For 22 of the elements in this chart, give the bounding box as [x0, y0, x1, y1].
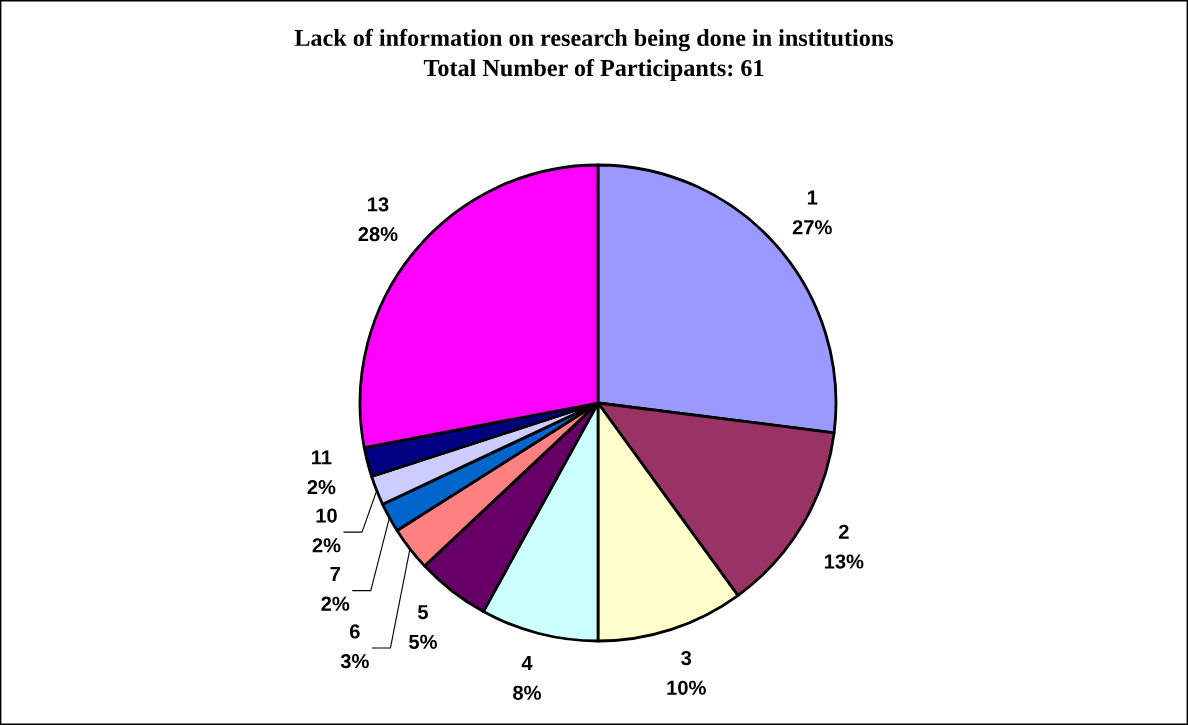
- slice-label: 2: [838, 524, 849, 539]
- data-label: 2%: [312, 538, 341, 553]
- slice-label: 6: [349, 624, 360, 639]
- data-label: 10%: [667, 680, 706, 695]
- data-label: 27%: [792, 220, 832, 235]
- slice-label: 13: [368, 197, 389, 212]
- slice-label: 5: [417, 605, 428, 620]
- data-label: 2%: [307, 480, 336, 495]
- data-label: 13%: [824, 554, 864, 569]
- chart-subtitle: Total Number of Participants: 61: [423, 58, 764, 82]
- data-label: 2%: [321, 596, 350, 611]
- slice-label: 10: [316, 508, 337, 523]
- data-label: 28%: [358, 226, 398, 242]
- chart-title: Lack of information on research being done in institutions: [294, 28, 894, 52]
- slice-label: 11: [312, 450, 332, 465]
- slice-label: 1: [807, 190, 818, 205]
- data-label: 8%: [513, 685, 541, 700]
- slice-label: 7: [330, 567, 340, 581]
- slice-label: 4: [521, 656, 533, 670]
- data-label: 3%: [340, 654, 369, 669]
- data-label: 5%: [409, 634, 437, 649]
- slice-label: 3: [681, 650, 692, 666]
